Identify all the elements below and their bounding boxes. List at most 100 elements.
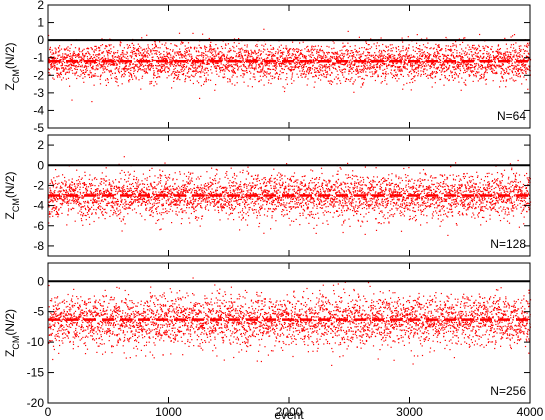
data-point bbox=[402, 45, 404, 47]
data-point bbox=[79, 210, 81, 212]
data-point bbox=[157, 73, 159, 75]
data-point bbox=[336, 55, 338, 57]
data-point bbox=[404, 49, 407, 51]
data-point bbox=[493, 69, 495, 72]
data-point bbox=[112, 207, 114, 209]
data-point bbox=[519, 56, 521, 58]
data-point bbox=[398, 49, 400, 51]
data-point bbox=[115, 78, 117, 80]
data-point bbox=[299, 42, 301, 44]
data-point bbox=[112, 58, 114, 60]
data-point bbox=[364, 67, 367, 69]
data-point bbox=[419, 58, 422, 60]
data-point bbox=[464, 69, 466, 71]
data-point bbox=[263, 48, 265, 50]
data-point bbox=[347, 53, 349, 55]
data-point bbox=[430, 47, 432, 49]
data-point bbox=[119, 43, 121, 45]
data-point bbox=[248, 55, 250, 57]
data-point bbox=[49, 191, 51, 193]
data-point bbox=[267, 50, 269, 53]
data-point bbox=[366, 60, 368, 62]
data-point bbox=[130, 188, 132, 190]
data-point bbox=[151, 56, 153, 59]
data-point bbox=[171, 73, 173, 75]
data-point bbox=[127, 207, 129, 209]
data-point bbox=[367, 68, 369, 70]
data-point bbox=[149, 208, 151, 210]
data-point bbox=[55, 50, 57, 52]
data-point bbox=[397, 57, 399, 59]
data-point bbox=[288, 67, 290, 69]
data-point bbox=[89, 223, 91, 225]
data-point bbox=[243, 70, 245, 72]
data-point bbox=[108, 44, 110, 46]
data-point bbox=[314, 71, 316, 73]
data-point bbox=[143, 65, 145, 67]
data-point bbox=[153, 193, 155, 195]
data-point bbox=[265, 76, 268, 78]
data-point bbox=[296, 73, 298, 75]
data-point bbox=[389, 55, 391, 57]
data-point bbox=[65, 72, 67, 74]
data-point bbox=[473, 75, 475, 77]
data-point bbox=[491, 46, 493, 48]
data-point bbox=[91, 48, 93, 51]
data-point bbox=[406, 52, 408, 54]
data-point bbox=[91, 212, 93, 214]
data-point bbox=[501, 53, 503, 55]
data-point bbox=[119, 45, 121, 47]
data-point bbox=[432, 58, 434, 60]
data-point bbox=[242, 59, 244, 61]
data-point bbox=[291, 74, 293, 76]
data-point bbox=[193, 48, 196, 50]
data-point bbox=[384, 60, 386, 62]
data-point bbox=[321, 57, 323, 59]
data-point bbox=[319, 68, 321, 70]
data-point bbox=[354, 63, 356, 65]
data-point bbox=[206, 72, 208, 74]
data-point bbox=[398, 66, 400, 68]
data-point bbox=[314, 81, 316, 83]
data-point bbox=[128, 44, 131, 46]
data-point bbox=[187, 42, 190, 44]
data-point bbox=[100, 193, 102, 195]
data-point bbox=[144, 56, 146, 58]
data-point bbox=[437, 51, 439, 53]
data-point bbox=[171, 61, 174, 63]
data-point bbox=[256, 52, 258, 55]
data-point bbox=[79, 181, 81, 183]
data-point bbox=[124, 68, 126, 70]
data-point bbox=[305, 73, 307, 75]
data-point bbox=[510, 36, 512, 38]
data-point bbox=[428, 57, 430, 59]
data-point bbox=[302, 54, 304, 56]
data-point bbox=[133, 175, 135, 177]
data-point bbox=[349, 64, 351, 66]
data-point bbox=[117, 203, 119, 205]
data-point bbox=[268, 65, 270, 67]
data-point bbox=[366, 75, 368, 77]
data-point bbox=[422, 52, 424, 54]
data-point bbox=[142, 54, 144, 56]
data-point bbox=[370, 46, 373, 48]
data-point bbox=[330, 80, 332, 82]
data-point bbox=[112, 64, 114, 66]
data-point bbox=[129, 173, 131, 175]
data-point bbox=[85, 219, 87, 221]
data-point bbox=[477, 72, 479, 74]
data-point bbox=[98, 195, 100, 197]
data-point bbox=[91, 101, 93, 103]
data-point bbox=[179, 53, 182, 55]
data-point bbox=[56, 57, 59, 59]
data-point bbox=[409, 56, 411, 59]
data-point bbox=[514, 58, 517, 60]
data-point bbox=[204, 45, 206, 47]
data-point bbox=[104, 208, 106, 210]
data-point bbox=[173, 56, 175, 58]
data-point bbox=[322, 57, 324, 59]
data-point bbox=[180, 53, 182, 55]
data-point bbox=[523, 70, 525, 72]
data-point bbox=[84, 54, 86, 56]
data-point bbox=[363, 78, 365, 80]
